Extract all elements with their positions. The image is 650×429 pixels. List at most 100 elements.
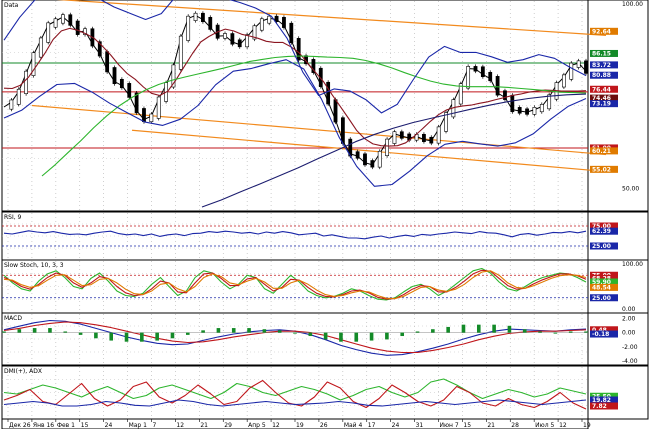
- series-line-stoch-0: [3, 267, 587, 301]
- candle-body-13: [97, 41, 102, 57]
- date-label-14: Май 4: [344, 422, 363, 429]
- candle-body-45: [333, 99, 338, 123]
- value-label-price-1: 86.15: [592, 50, 611, 57]
- value-label-dmi-2: 7.82: [592, 403, 607, 410]
- level-label-rsi-0: 75.00: [592, 223, 611, 230]
- level-tag-stoch-1: [590, 294, 618, 302]
- y-tick-price-1: 50.00: [622, 186, 639, 193]
- macd-hist-bar-1: [17, 329, 22, 333]
- candle-body-5: [38, 37, 43, 58]
- candle-body-33: [245, 34, 250, 48]
- value-tag-stoch-0: [590, 274, 618, 282]
- panel-frame-rsi: [1, 211, 589, 261]
- level-label-rsi-1: 25.00: [592, 243, 611, 250]
- macd-hist-bar-20: [308, 332, 313, 337]
- panel-axis-dmi: [587, 365, 649, 420]
- panel-axis-rsi: [587, 211, 649, 261]
- candle-body-52: [385, 138, 389, 156]
- candle-body-24: [178, 35, 183, 70]
- candle-body-73: [539, 104, 544, 113]
- level-label-stoch-1: 25.00: [592, 295, 611, 302]
- macd-hist-bar-19: [293, 332, 297, 334]
- series-line-price-sma-mid: [41, 55, 587, 177]
- candle-body-14: [105, 51, 110, 73]
- y-tick-price-0: 100.00: [622, 1, 643, 8]
- candle-body-2: [16, 88, 21, 105]
- candle-body-11: [83, 28, 87, 35]
- candle-body-79: [584, 60, 588, 74]
- macd-hist-bar-4: [63, 331, 68, 333]
- macd-hist-bar-22: [339, 332, 343, 342]
- series-line-price-sma-short: [3, 27, 587, 147]
- candle-body-27: [201, 12, 205, 23]
- macd-hist-bar-5: [78, 332, 83, 335]
- date-label-1: Янв 16: [33, 422, 54, 429]
- macd-hist-bar-33: [507, 325, 512, 333]
- candle-body-42: [311, 59, 316, 73]
- candle-body-63: [466, 66, 471, 89]
- panel-title-dmi: DMI(+), ADX: [4, 368, 42, 375]
- date-label-0: Дек 26: [9, 422, 31, 429]
- candle-body-7: [53, 18, 58, 28]
- value-label-macd-1: -0.18: [592, 331, 609, 338]
- candle-body-19: [142, 108, 146, 123]
- macd-hist-bar-27: [415, 331, 420, 333]
- y-tick-macd-1: 0.00: [622, 330, 636, 337]
- candle-body-21: [156, 96, 161, 119]
- value-tag-stoch-2: [590, 283, 618, 291]
- date-label-6: 7: [153, 422, 157, 429]
- level-tag-rsi-1: [590, 242, 618, 250]
- value-label-stoch-1: 59.90: [592, 279, 611, 286]
- channel-line-price-0: [56, 0, 607, 36]
- candle-body-58: [429, 136, 434, 144]
- candle-body-71: [525, 108, 529, 115]
- macd-hist-bar-17: [262, 329, 267, 333]
- candle-body-69: [510, 94, 515, 113]
- macd-hist-bar-12: [185, 332, 190, 335]
- date-label-5: Мар 1: [129, 422, 148, 429]
- date-label-13: 26: [320, 422, 328, 429]
- macd-hist-bar-30: [461, 324, 466, 333]
- macd-hist-bar-26: [400, 332, 405, 337]
- date-label-23: 12: [559, 422, 567, 429]
- candle-body-10: [75, 20, 80, 35]
- macd-hist-bar-21: [323, 332, 328, 340]
- candle-body-9: [68, 14, 73, 26]
- macd-hist-bar-9: [140, 332, 144, 342]
- macd-hist-bar-31: [476, 324, 481, 333]
- candle-body-46: [340, 117, 345, 144]
- value-tag-price-0: [590, 27, 618, 35]
- panel-title-macd: MACD: [4, 315, 22, 322]
- value-tag-dmi-0: [590, 392, 618, 400]
- series-line-price-bb-upper: [3, 0, 587, 114]
- series-line-stoch-2: [3, 270, 587, 300]
- value-tag-price-9: [590, 165, 618, 173]
- macd-hist-bar-3: [48, 328, 52, 333]
- value-tag-price-3: [590, 71, 618, 79]
- y-tick-macd-0: 2.00: [622, 315, 636, 322]
- candle-body-35: [259, 18, 264, 31]
- candle-body-48: [355, 151, 360, 159]
- value-label-price-6: 73.19: [592, 101, 611, 108]
- macd-hist-bar-0: [2, 331, 6, 333]
- value-tag-price-4: [590, 85, 618, 93]
- candle-body-39: [289, 22, 294, 44]
- candle-body-54: [399, 131, 404, 139]
- macd-hist-bar-25: [385, 332, 389, 340]
- date-label-22: Июл 5: [535, 422, 554, 429]
- macd-hist-bar-6: [94, 332, 98, 339]
- value-label-price-8: 60.21: [592, 148, 611, 155]
- panel-axis-macd: [587, 312, 649, 366]
- candle-body-8: [61, 14, 65, 24]
- candle-body-25: [186, 15, 191, 41]
- level-tag-rsi-0: [590, 222, 618, 230]
- date-label-3: 15: [81, 422, 89, 429]
- candle-body-34: [252, 25, 257, 40]
- value-label-macd-0: 0.48: [592, 327, 607, 334]
- series-line-price-sma-long: [201, 93, 587, 208]
- value-label-dmi-1: 19.82: [592, 397, 611, 404]
- candle-body-32: [237, 39, 242, 48]
- date-label-12: 19: [296, 422, 304, 429]
